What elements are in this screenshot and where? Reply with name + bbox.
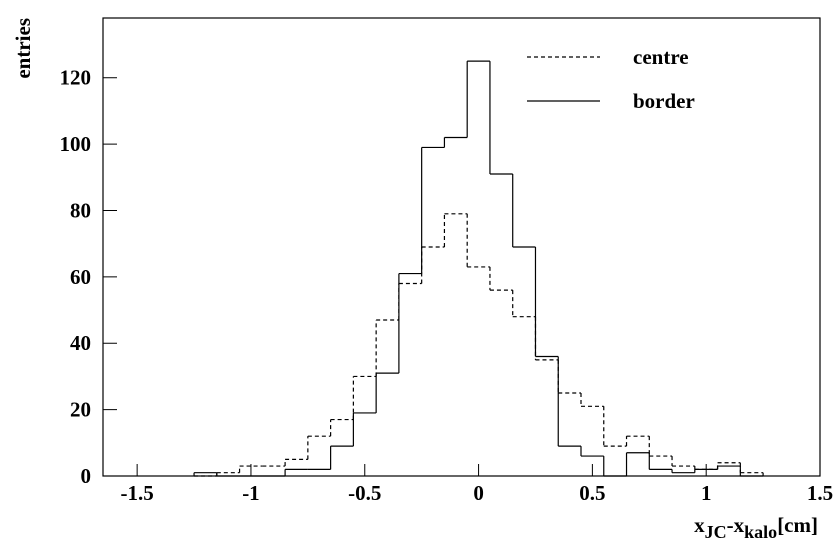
legend-label: border [633,89,695,113]
y-axis-label: entries [11,18,35,79]
x-tick-label: 1.5 [807,481,833,505]
x-tick-label: -1.5 [121,481,154,505]
y-tick-label: 100 [60,132,92,156]
x-label-part: -x [727,513,745,537]
x-tick-label: 0.5 [579,481,605,505]
plot-frame [102,17,821,477]
legend-label: centre [633,45,689,69]
y-tick-label: 20 [70,398,91,422]
x-tick-label: -0.5 [348,481,381,505]
x-label-part: x [694,513,705,537]
x-tick-label: 0 [473,481,484,505]
y-tick-label: 40 [70,331,91,355]
x-axis-label: xJC-xkalo[cm] [694,513,818,542]
y-tick-label: 120 [60,66,92,90]
y-tick-label: 0 [81,464,92,488]
x-tick-label: -1 [242,481,260,505]
x-label-sub: kalo [744,522,777,542]
x-label-sub: JC [705,522,727,542]
x-label-part: [cm] [777,513,818,537]
y-tick-label: 80 [70,198,91,222]
x-tick-label: 1 [701,481,712,505]
y-tick-label: 60 [70,265,91,289]
